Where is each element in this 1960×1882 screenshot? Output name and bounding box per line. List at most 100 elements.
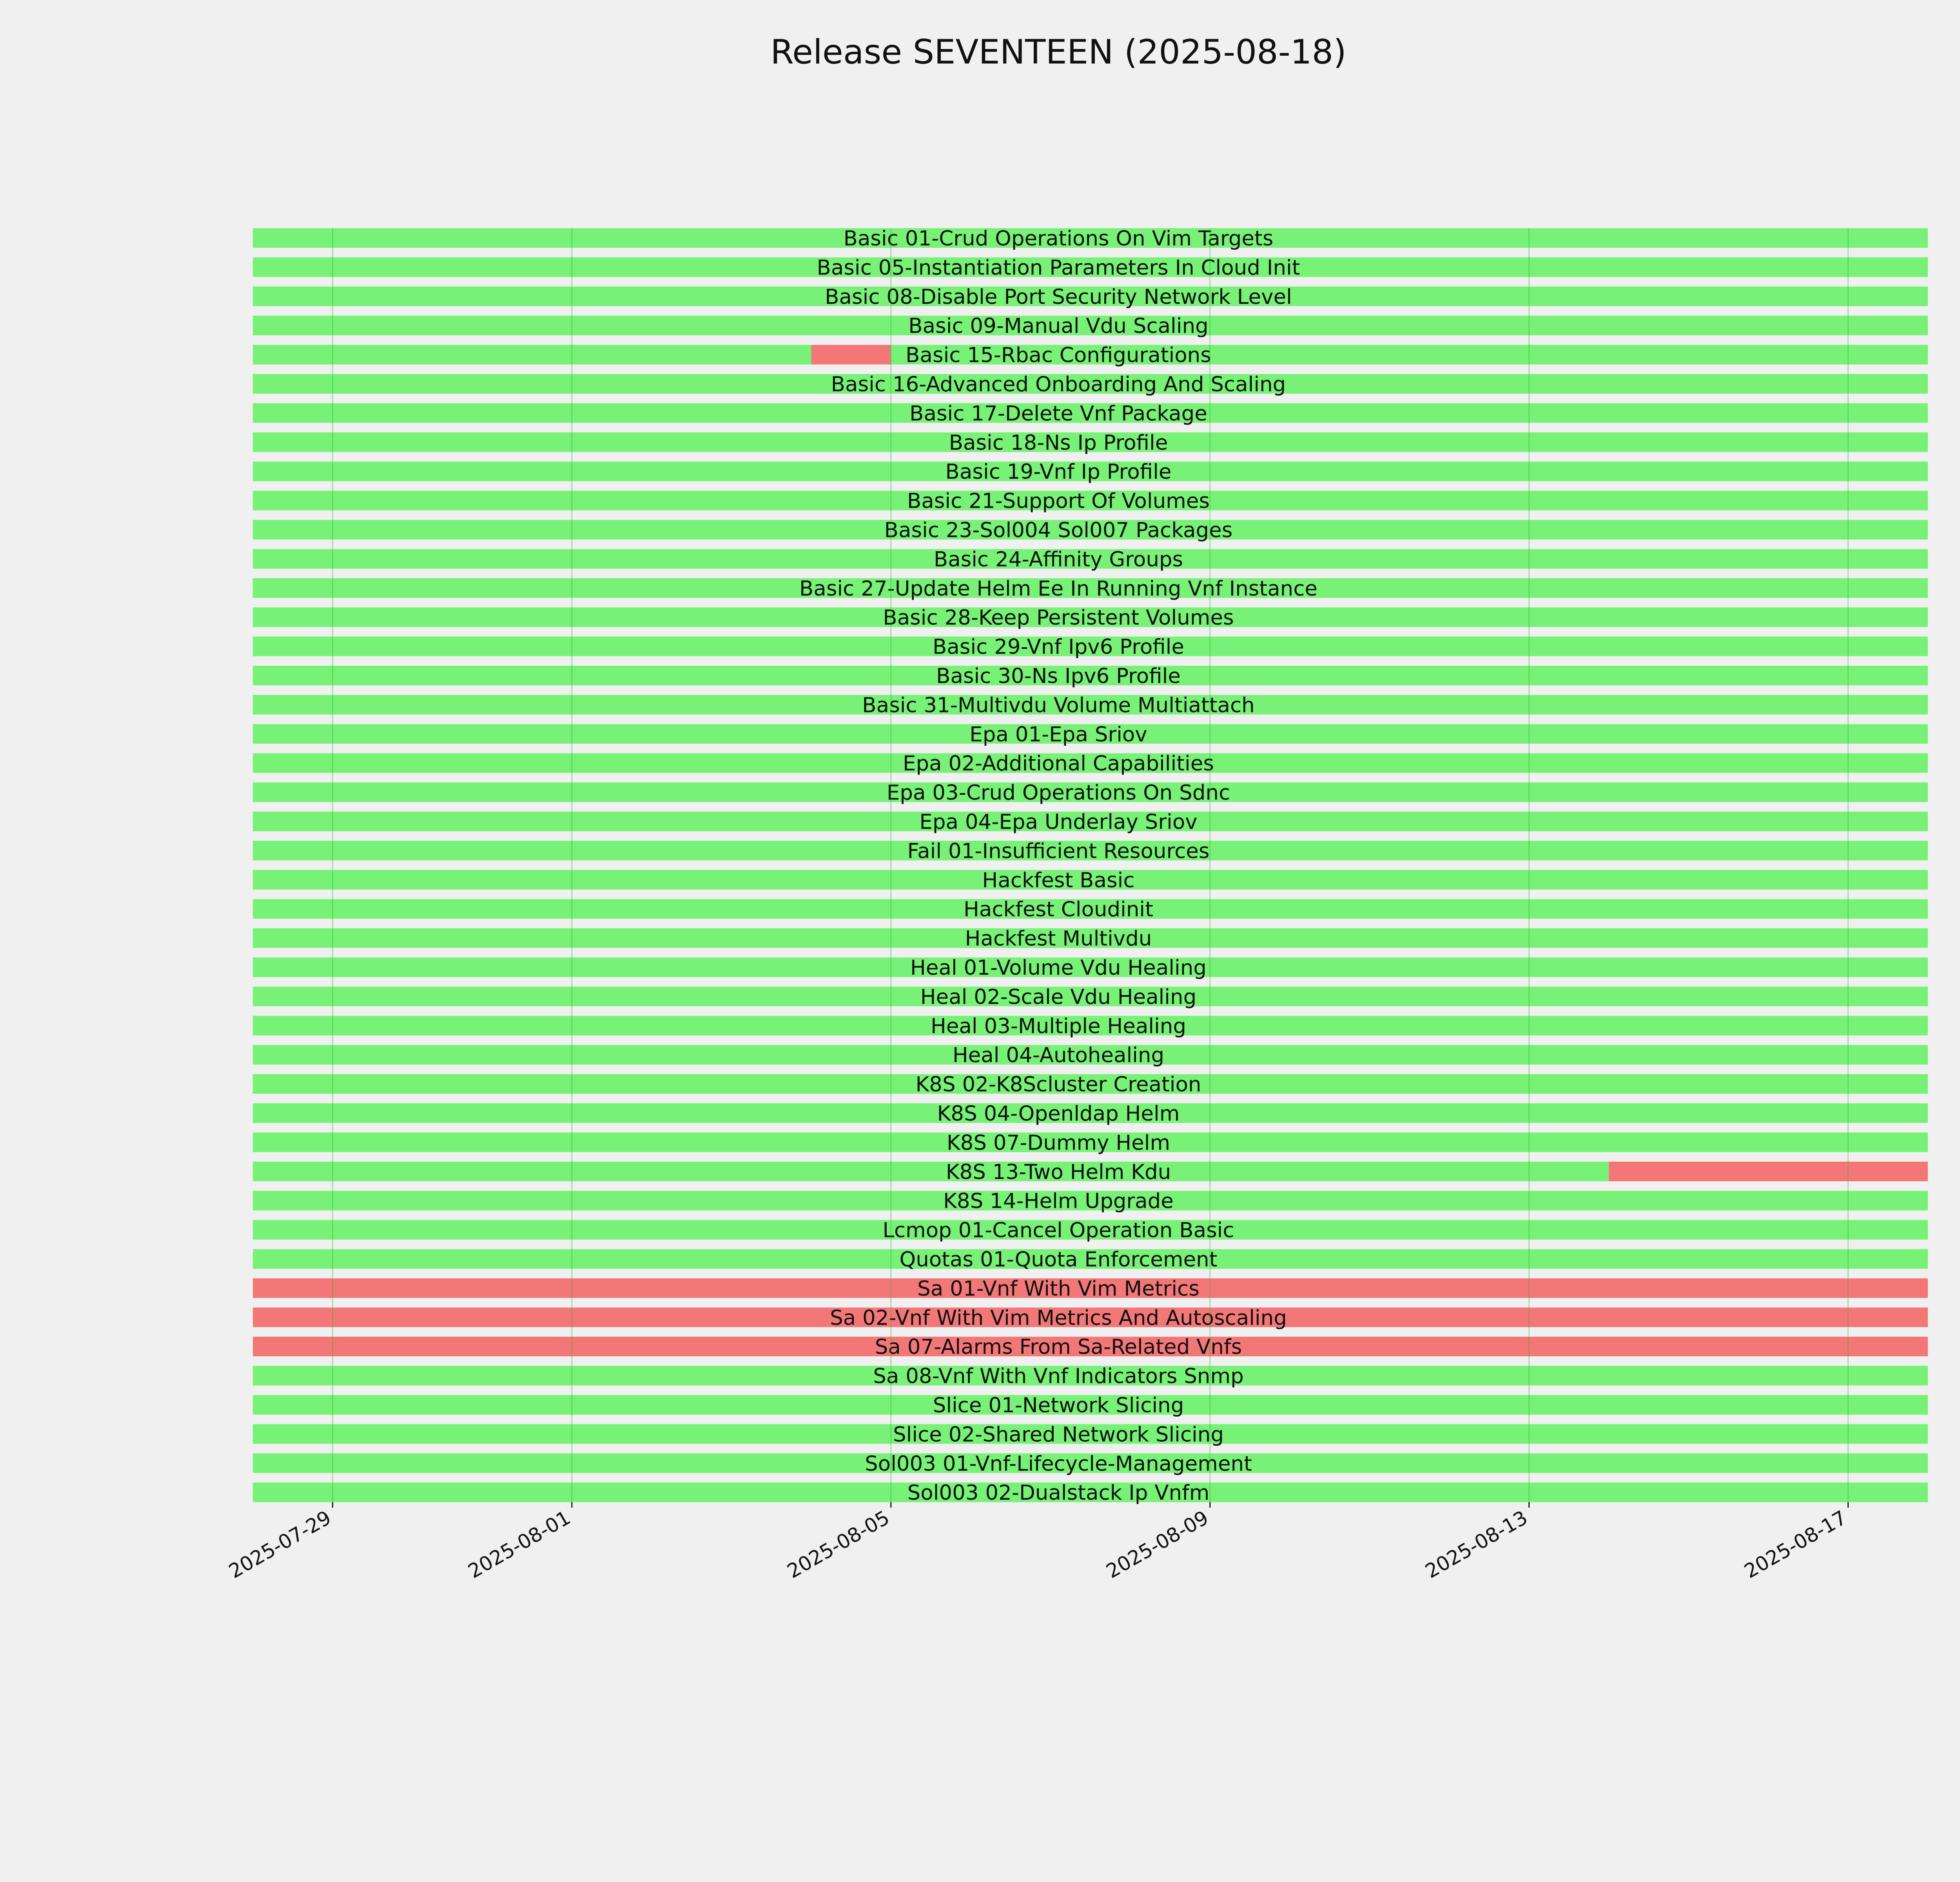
bar-label: Basic 17-Delete Vnf Package <box>909 401 1207 425</box>
bar-label: Hackfest Basic <box>982 868 1135 892</box>
x-tick-label: 2025-08-01 <box>464 1506 574 1583</box>
timeline-row: Basic 17-Delete Vnf Package <box>253 401 1928 425</box>
timeline-row: Lcmop 01-Cancel Operation Basic <box>253 1219 1928 1243</box>
pass-segment <box>253 1015 1928 1035</box>
bar-label: Epa 01-Epa Sriov <box>969 723 1147 747</box>
bar-label: Basic 19-Vnf Ip Profile <box>946 460 1172 484</box>
bar-label: Basic 16-Advanced Onboarding And Scaling <box>831 372 1286 396</box>
timeline-row: Heal 04-Autohealing <box>253 1043 1928 1067</box>
bar-label: Basic 27-Update Helm Ee In Running Vnf I… <box>799 577 1318 601</box>
timeline-row: Fail 01-Insufficient Resources <box>253 839 1928 863</box>
pass-segment <box>891 345 1928 365</box>
pass-segment <box>253 636 1928 656</box>
pass-segment <box>253 374 1928 394</box>
bar-label: Heal 04-Autohealing <box>953 1043 1164 1067</box>
timeline-row: Quotas 01-Quota Enforcement <box>253 1248 1928 1272</box>
fail-segment <box>1609 1161 1928 1181</box>
bar-label: Basic 15-Rbac Configurations <box>906 343 1211 367</box>
x-tick-label: 2025-08-17 <box>1740 1506 1851 1583</box>
x-tick-label: 2025-08-05 <box>783 1506 893 1583</box>
timeline-row: Basic 23-Sol004 Sol007 Packages <box>253 518 1928 542</box>
timeline-row: Heal 02-Scale Vdu Healing <box>253 985 1928 1009</box>
timeline-row: Basic 27-Update Helm Ee In Running Vnf I… <box>253 577 1928 601</box>
bar-label: Sa 01-Vnf With Vim Metrics <box>917 1277 1200 1301</box>
pass-segment <box>253 461 1928 481</box>
timeline-row: K8S 14-Helm Upgrade <box>253 1189 1928 1213</box>
pass-segment <box>253 1074 1928 1094</box>
timeline-row: Heal 01-Volume Vdu Healing <box>253 956 1928 980</box>
timeline-row: Basic 21-Support Of Volumes <box>253 489 1928 513</box>
pass-segment <box>253 520 1928 540</box>
timeline-row: Hackfest Multivdu <box>253 927 1928 951</box>
timeline-row: Basic 05-Instantiation Parameters In Clo… <box>253 256 1928 280</box>
timeline-row: Heal 03-Multiple Healing <box>253 1014 1928 1038</box>
pass-segment <box>253 549 1928 569</box>
bar-label: Basic 08-Disable Port Security Network L… <box>825 285 1292 309</box>
pass-segment <box>253 1191 1928 1211</box>
timeline-row: Sa 07-Alarms From Sa-Related Vnfs <box>253 1335 1928 1359</box>
timeline-row: Basic 24-Affinity Groups <box>253 547 1928 571</box>
bar-label: Sol003 02-Dualstack Ip Vnfm <box>907 1481 1210 1505</box>
x-tick-label: 2025-08-09 <box>1102 1506 1212 1583</box>
timeline-row: Basic 08-Disable Port Security Network L… <box>253 285 1928 309</box>
bar-label: Basic 28-Keep Persistent Volumes <box>883 606 1234 630</box>
timeline-row: K8S 13-Two Helm Kdu <box>253 1160 1928 1184</box>
timeline-row: Basic 19-Vnf Ip Profile <box>253 460 1928 484</box>
pass-segment <box>253 986 1928 1006</box>
timeline-row: Sa 02-Vnf With Vim Metrics And Autoscali… <box>253 1306 1928 1330</box>
bar-label: K8S 07-Dummy Helm <box>947 1131 1170 1155</box>
bar-label: Epa 03-Crud Operations On Sdnc <box>887 781 1230 805</box>
bar-label: Sa 02-Vnf With Vim Metrics And Autoscali… <box>830 1306 1287 1330</box>
pass-segment <box>253 1161 1609 1181</box>
bar-label: Basic 01-Crud Operations On Vim Targets <box>844 227 1274 251</box>
bar-label: K8S 02-K8Scluster Creation <box>916 1073 1201 1097</box>
timeline-row: Slice 02-Shared Network Slicing <box>253 1422 1928 1446</box>
timeline-row: K8S 04-Openldap Helm <box>253 1102 1928 1126</box>
timeline-row: Sa 01-Vnf With Vim Metrics <box>253 1277 1928 1301</box>
timeline-row: Epa 01-Epa Sriov <box>253 723 1928 747</box>
timeline-row: Sol003 02-Dualstack Ip Vnfm <box>253 1481 1928 1505</box>
x-tick-label: 2025-07-29 <box>225 1506 335 1583</box>
bar-label: Heal 02-Scale Vdu Healing <box>920 985 1196 1009</box>
bar-label: Lcmop 01-Cancel Operation Basic <box>882 1219 1234 1243</box>
bar-label: Epa 04-Epa Underlay Sriov <box>919 810 1197 834</box>
pass-segment <box>253 257 1928 277</box>
pass-segment <box>253 870 1928 890</box>
timeline-row: Sa 08-Vnf With Vnf Indicators Snmp <box>253 1364 1928 1388</box>
bar-label: Fail 01-Insufficient Resources <box>907 839 1210 863</box>
pass-segment <box>253 753 1928 773</box>
pass-segment <box>253 1482 1928 1502</box>
pass-segment <box>253 1045 1928 1065</box>
pass-segment <box>253 666 1928 685</box>
chart-title: Release SEVENTEEN (2025-08-18) <box>770 33 1347 72</box>
bar-label: K8S 14-Helm Upgrade <box>943 1189 1174 1213</box>
timeline-bars: Basic 01-Crud Operations On Vim Targets B… <box>253 227 1928 1505</box>
pass-segment <box>253 899 1928 919</box>
bar-label: Basic 21-Support Of Volumes <box>907 489 1210 513</box>
timeline-row: K8S 07-Dummy Helm <box>253 1131 1928 1155</box>
pass-segment <box>253 1249 1928 1269</box>
pass-segment <box>253 1366 1928 1386</box>
pass-segment <box>253 695 1928 715</box>
pass-segment <box>253 1220 1928 1240</box>
bar-label: Basic 24-Affinity Groups <box>934 547 1183 571</box>
pass-segment <box>253 432 1928 452</box>
timeline-row: Epa 03-Crud Operations On Sdnc <box>253 781 1928 805</box>
bar-label: Sa 08-Vnf With Vnf Indicators Snmp <box>873 1364 1244 1388</box>
bar-label: Basic 18-Ns Ip Profile <box>949 431 1168 455</box>
timeline-row: Basic 31-Multivdu Volume Multiattach <box>253 693 1928 717</box>
timeline-row: Basic 01-Crud Operations On Vim Targets <box>253 227 1928 251</box>
pass-segment <box>253 316 1928 336</box>
bar-label: Quotas 01-Quota Enforcement <box>900 1248 1218 1272</box>
fail-segment <box>811 345 891 365</box>
pass-segment <box>253 286 1928 306</box>
pass-segment <box>253 228 1928 248</box>
pass-segment <box>253 928 1928 948</box>
timeline-row: Slice 01-Network Slicing <box>253 1393 1928 1417</box>
pass-segment <box>253 490 1928 510</box>
bar-label: Basic 05-Instantiation Parameters In Clo… <box>817 256 1300 280</box>
pass-segment <box>253 578 1928 598</box>
timeline-row: Basic 28-Keep Persistent Volumes <box>253 606 1928 630</box>
fail-segment <box>253 1307 1928 1327</box>
